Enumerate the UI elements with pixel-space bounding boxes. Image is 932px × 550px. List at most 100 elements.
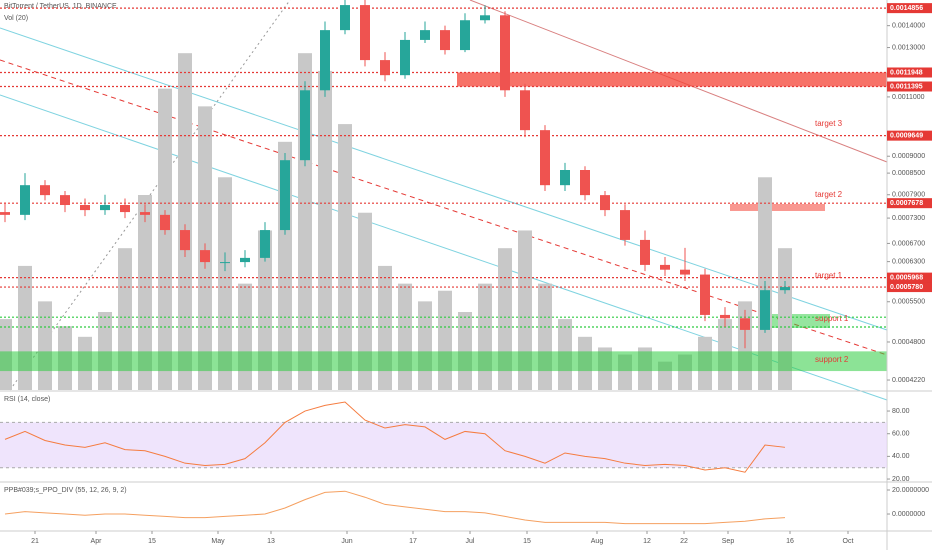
candle-body	[780, 287, 790, 291]
volume-bar	[378, 265, 392, 390]
candle-body	[20, 185, 30, 215]
volume-bar	[538, 283, 552, 390]
x-tick-label: 15	[523, 538, 531, 545]
candle-body	[660, 264, 670, 270]
y-tick-label: 0.0009000	[892, 153, 925, 160]
candle-body	[100, 205, 110, 211]
price-label-bg	[887, 282, 932, 293]
candle-body	[580, 169, 590, 196]
x-tick-label: 21	[31, 538, 39, 545]
ppo-line	[4, 490, 786, 525]
annotation: target 2	[815, 190, 843, 199]
volume-bar	[398, 283, 412, 390]
candle-body	[320, 30, 330, 91]
y-tick-label: 0.0007900	[892, 192, 925, 199]
candle-body	[60, 195, 70, 206]
volume-bar	[478, 283, 492, 390]
candle-body	[280, 160, 290, 231]
y-tick-label: 0.0004800	[892, 339, 925, 346]
chart-title: BitTorrent / TetherUS, 1D, BINANCE	[4, 3, 117, 10]
y-tick-label: 0.0008500	[892, 170, 925, 177]
x-tick-label: 22	[680, 538, 688, 545]
price-label: 0.0014856	[890, 5, 923, 12]
x-tick-label: 17	[409, 538, 417, 545]
volume-bar	[98, 312, 112, 390]
volume-bar	[258, 230, 272, 390]
candle-body	[180, 230, 190, 251]
y-tick-label: 0.0006300	[892, 258, 925, 265]
rsi-band	[0, 422, 887, 468]
price-label-bg	[887, 81, 932, 92]
candle-body	[440, 30, 450, 51]
x-tick-label: 12	[643, 538, 651, 545]
volume-bar	[338, 124, 352, 390]
annotation: support 2	[815, 355, 849, 364]
price-label: 0.0007678	[890, 200, 923, 207]
x-tick-label: Aug	[591, 538, 604, 545]
price-label: 0.0005968	[890, 274, 923, 281]
y-tick-label: 80.00	[892, 408, 910, 415]
candle-body	[500, 15, 510, 91]
candle-body	[700, 274, 710, 315]
price-label-bg	[887, 67, 932, 78]
y-tick-label: 20.0000000	[892, 487, 929, 494]
annotation: target 1	[815, 271, 843, 280]
candle-body	[240, 257, 250, 263]
candle-body	[720, 314, 730, 319]
candle-body	[760, 290, 770, 330]
target-box	[730, 204, 825, 211]
volume-bar	[158, 88, 172, 391]
y-tick-label: 0.0007300	[892, 215, 925, 222]
x-tick-label: 13	[267, 538, 275, 545]
volume-bar	[458, 312, 472, 390]
y-tick-label: 0.0005500	[892, 299, 925, 306]
rsi-title: RSI (14, close)	[4, 396, 50, 403]
price-label-bg	[887, 198, 932, 209]
candle-body	[200, 250, 210, 263]
annotation: support 1	[815, 314, 849, 323]
support-zone	[0, 351, 887, 372]
volume-bar	[238, 283, 252, 390]
x-tick-label: 15	[148, 538, 156, 545]
y-tick-label: 20.00	[892, 476, 910, 483]
annotation: target 3	[815, 119, 843, 128]
candle-body	[80, 205, 90, 211]
candle-body	[560, 169, 570, 186]
candle-body	[540, 130, 550, 186]
x-tick-label: Jun	[341, 538, 352, 545]
volume-bar	[318, 70, 332, 390]
volume-bar	[518, 230, 532, 390]
volume-bar	[18, 265, 32, 390]
candle-body	[380, 60, 390, 76]
x-tick-label: Apr	[91, 538, 103, 545]
candle-body	[360, 5, 370, 61]
ppo-title: PPB#039;s_PPO_DIV (55, 12, 26, 9, 2)	[4, 487, 127, 494]
volume-bar	[138, 195, 152, 390]
price-label: 0.0005780	[890, 284, 923, 291]
x-tick-label: May	[211, 538, 225, 545]
candle-body	[520, 90, 530, 131]
price-label: 0.0011948	[890, 69, 923, 76]
candle-body	[620, 210, 630, 240]
volume-bar	[418, 301, 432, 390]
resistance-zone	[457, 72, 887, 87]
candle-body	[340, 5, 350, 31]
volume-bar	[438, 290, 452, 390]
price-label: 0.0009649	[890, 132, 923, 139]
candle-body	[300, 90, 310, 161]
y-tick-label: 0.0013000	[892, 44, 925, 51]
y-tick-label: 60.00	[892, 431, 910, 438]
x-tick-label: 16	[786, 538, 794, 545]
y-tick-label: 0.0006700	[892, 240, 925, 247]
candle-body	[160, 214, 170, 231]
y-tick-label: 0.0004220	[892, 377, 925, 384]
price-label-bg	[887, 272, 932, 283]
volume-bar	[358, 212, 372, 390]
x-tick-label: Jul	[466, 538, 475, 545]
channel-line	[0, 27, 888, 331]
price-label-bg	[887, 130, 932, 141]
price-label: 0.0011395	[890, 83, 923, 90]
volume-bar	[38, 301, 52, 390]
candle-body	[460, 20, 470, 51]
